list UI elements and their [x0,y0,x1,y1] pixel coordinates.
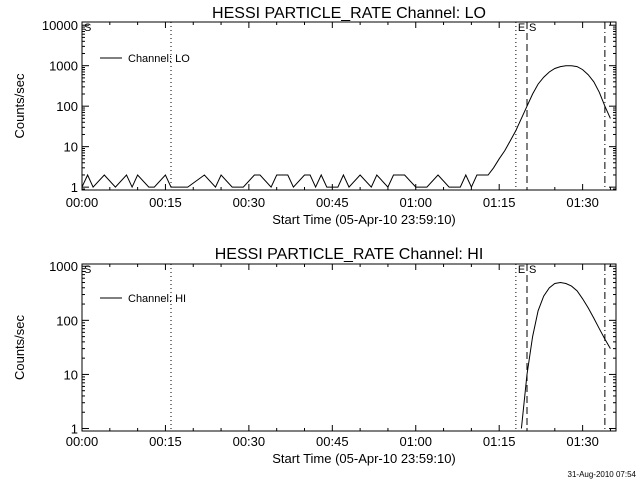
plot-frame [81,263,617,432]
chart-panel-hi: HESSI PARTICLE_RATE Channel: HI Start Tim… [12,246,617,466]
x-tick-label: 01:30 [566,434,599,449]
x-tick-label: 00:45 [316,434,349,449]
y-tick-label: 100 [56,99,78,114]
series-line [520,281,611,429]
series-line [81,65,611,189]
x-tick-label: 01:00 [399,434,432,449]
event-marker-label: E [518,264,525,276]
chart-title: HESSI PARTICLE_RATE Channel: LO [212,5,486,22]
event-marker-label: E [518,22,525,34]
event-marker-label: S [84,264,91,276]
y-tick-label: 1000 [49,59,78,74]
y-tick-label: 10 [64,140,78,155]
y-tick-label: 100 [56,313,78,328]
y-axis-label: Counts/sec [12,73,27,139]
x-tick-label: 00:00 [66,195,99,210]
x-tick-label: 01:00 [399,195,432,210]
legend-label: Channel: LO [128,53,190,65]
footer-timestamp: 31-Aug-2010 07:54 [568,470,637,479]
event-marker-label: S [529,22,536,34]
event-marker-label: S [84,22,91,34]
y-tick-label: 10 [64,367,78,382]
chart-panel-lo: HESSI PARTICLE_RATE Channel: LO Start Tim… [12,5,617,227]
x-tick-label: 01:15 [483,434,516,449]
x-tick-label: 00:15 [149,195,182,210]
x-tick-label: 01:15 [483,195,516,210]
y-axis-label: Counts/sec [12,314,27,380]
x-axis-label: Start Time (05-Apr-10 23:59:10) [272,212,456,227]
y-tick-label: 1 [71,180,78,195]
chart-title: HESSI PARTICLE_RATE Channel: HI [215,246,484,263]
x-tick-label: 00:00 [66,434,99,449]
y-tick-label: 1 [71,422,78,437]
legend-label: Channel: HI [128,293,186,305]
x-tick-label: 00:30 [233,195,266,210]
x-axis-label: Start Time (05-Apr-10 23:59:10) [272,451,456,466]
x-tick-label: 01:30 [566,195,599,210]
y-tick-label: 1000 [49,259,78,274]
event-marker-label: S [529,264,536,276]
x-tick-label: 00:45 [316,195,349,210]
x-tick-label: 00:30 [233,434,266,449]
x-tick-label: 00:15 [149,434,182,449]
y-tick-label: 10000 [42,18,78,33]
